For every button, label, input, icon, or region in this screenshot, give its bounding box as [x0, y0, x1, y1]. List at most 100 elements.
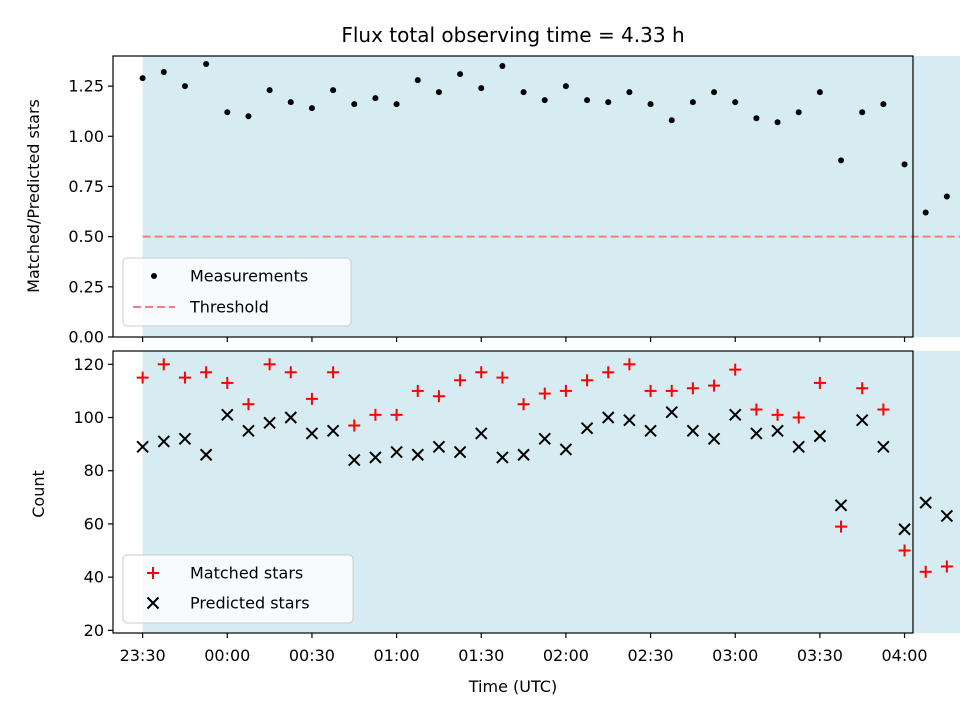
predicted-star-point — [242, 424, 255, 438]
matched-star-point — [178, 371, 191, 384]
y-tick-label: 120 — [73, 355, 104, 374]
legend-predicted-label: Predicted stars — [190, 594, 310, 613]
matched-star-point — [644, 384, 657, 397]
matched-star-point — [835, 520, 848, 533]
marker-stroke — [644, 424, 657, 438]
marker-stroke — [855, 413, 869, 427]
marker-stroke — [877, 440, 890, 453]
legend-measurement-marker — [151, 273, 157, 279]
measurement-point — [245, 113, 252, 120]
predicted-star-point — [771, 424, 784, 438]
y-tick-label: 60 — [84, 514, 104, 533]
matched-star-point — [157, 358, 170, 371]
measurement-point — [435, 89, 442, 96]
measurement-point — [668, 117, 675, 124]
predicted-star-point — [199, 448, 213, 461]
y-tick-label: 100 — [73, 408, 104, 427]
matched-star-point — [940, 560, 953, 573]
legend-matched-label: Matched stars — [190, 564, 303, 583]
marker-stroke — [602, 411, 615, 424]
predicted-star-point — [517, 448, 530, 461]
y-tick-label: 1.00 — [68, 127, 104, 146]
predicted-star-point — [136, 440, 149, 453]
predicted-star-point — [750, 427, 763, 440]
predicted-star-point — [898, 523, 911, 536]
measurement-point — [562, 83, 569, 90]
measurement-point — [541, 97, 548, 104]
measurement-point — [520, 89, 527, 96]
measurement-point — [711, 89, 718, 96]
marker-stroke — [834, 499, 848, 512]
matched-star-point — [877, 403, 890, 416]
predicted-star-point — [369, 451, 382, 464]
measurement-point — [859, 109, 866, 116]
matched-star-point — [284, 366, 297, 379]
marker-stroke — [178, 432, 192, 445]
marker-stroke — [792, 440, 805, 453]
matched-star-point — [369, 408, 382, 421]
y-tick-label: 0.75 — [68, 177, 104, 196]
matched-star-point — [856, 382, 869, 395]
matched-star-point — [221, 376, 234, 389]
predicted-star-point — [707, 432, 721, 445]
measurement-point — [308, 105, 315, 112]
legend-measurements-label: Measurements — [190, 267, 308, 286]
bottom-y-axis-title: Count — [29, 470, 48, 518]
measurement-point — [478, 85, 485, 92]
x-axis-title: Time (UTC) — [468, 677, 557, 696]
marker-stroke — [369, 451, 382, 464]
marker-stroke — [813, 429, 827, 443]
predicted-star-point — [178, 432, 192, 445]
predicted-star-point — [284, 411, 297, 424]
predicted-star-point — [919, 496, 932, 509]
y-tick-label: 0.00 — [68, 328, 104, 347]
measurement-point — [499, 63, 506, 70]
marker-stroke — [940, 509, 954, 523]
predicted-star-point — [263, 416, 276, 430]
measurement-point — [880, 101, 887, 108]
matched-star-point — [200, 366, 213, 379]
predicted-star-point — [877, 440, 890, 453]
predicted-star-point — [305, 427, 319, 440]
marker-stroke — [199, 448, 213, 461]
marker-stroke — [390, 445, 403, 459]
measurement-point — [203, 61, 210, 68]
marker-stroke — [898, 523, 911, 536]
marker-stroke — [284, 411, 297, 424]
x-tick-label: 02:30 — [628, 646, 674, 665]
predicted-star-point — [602, 411, 615, 424]
measurement-point — [605, 99, 612, 106]
predicted-star-point — [432, 440, 446, 453]
matched-star-point — [581, 374, 594, 387]
measurement-point — [330, 87, 337, 94]
marker-stroke — [771, 424, 784, 438]
matched-star-point — [919, 565, 932, 578]
matched-star-point — [454, 374, 467, 387]
x-tick-label: 03:00 — [712, 646, 758, 665]
matched-star-point — [305, 392, 318, 405]
measurement-point — [795, 109, 802, 116]
predicted-star-point — [792, 440, 805, 453]
marker-stroke — [453, 445, 467, 459]
measurement-point — [584, 97, 591, 104]
measurement-point — [457, 71, 464, 78]
predicted-star-point — [221, 408, 234, 422]
predicted-star-point — [813, 429, 827, 443]
marker-stroke — [146, 596, 160, 610]
measurement-point — [393, 101, 400, 108]
measurement-point — [181, 83, 188, 90]
predicted-star-point — [326, 424, 340, 438]
measurement-point — [647, 101, 654, 108]
x-tick-label: 01:30 — [458, 646, 504, 665]
measurement-point — [689, 99, 696, 106]
matched-star-point — [771, 408, 784, 421]
marker-stroke — [729, 408, 742, 422]
legend-box — [122, 257, 352, 327]
measurement-point — [224, 109, 231, 116]
matched-star-point — [602, 366, 615, 379]
predicted-star-point — [729, 408, 742, 422]
predicted-star-point — [496, 451, 509, 464]
measurement-point — [732, 99, 739, 106]
legend-threshold-label: Threshold — [189, 298, 269, 317]
